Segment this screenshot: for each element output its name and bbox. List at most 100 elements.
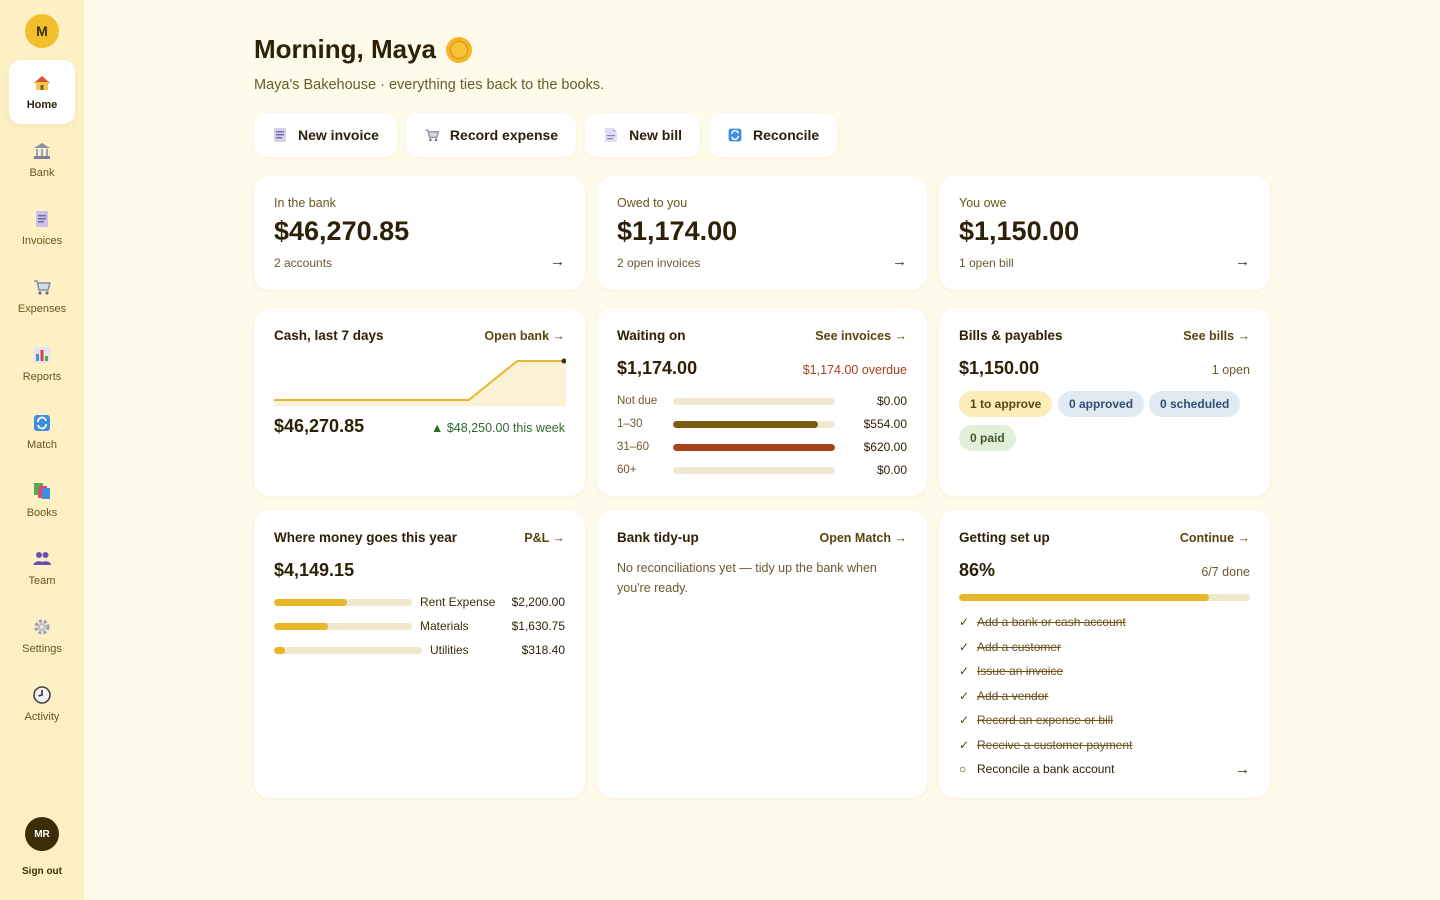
kpi-card-you-owe[interactable]: You owe $1,150.00 1 open bill → — [939, 176, 1270, 290]
books-icon — [32, 481, 52, 501]
kpi-value: $1,174.00 — [617, 216, 738, 246]
pnl-link[interactable]: P&L → — [524, 531, 565, 545]
clock-icon — [32, 685, 52, 705]
waiting-on-card: Waiting on See invoices → $1,174.00 $1,1… — [597, 308, 927, 496]
see-bills-link[interactable]: See bills → — [1183, 329, 1250, 343]
aging-amount: $0.00 — [876, 394, 907, 408]
checklist-item[interactable]: ✓ Add a vendor — [959, 688, 1250, 704]
arrow-right-icon[interactable]: → — [1235, 253, 1250, 270]
sidebar-item-label: Activity — [24, 711, 60, 723]
checklist-label: Add a customer — [977, 639, 1062, 654]
button-label: Reconcile — [753, 127, 820, 143]
spending-bar — [274, 598, 412, 606]
see-invoices-link[interactable]: See invoices → — [815, 329, 907, 343]
bank-tidy-card: Bank tidy-up Open Match → No reconciliat… — [597, 510, 927, 798]
tidy-message: No reconciliations yet — tidy up the ban… — [617, 561, 877, 595]
sign-out-link[interactable]: Sign out — [22, 866, 62, 877]
sidebar-item-team[interactable]: Team — [9, 536, 75, 600]
status-pill[interactable]: 0 paid — [959, 425, 1016, 451]
house-icon — [32, 73, 52, 93]
reconcile-icon — [727, 127, 743, 143]
spending-row: Utilities $318.40 — [274, 643, 565, 657]
button-label: Record expense — [449, 127, 559, 143]
record-expense-button[interactable]: Record expense — [405, 113, 577, 157]
cart-icon — [424, 127, 440, 143]
new-bill-button[interactable]: New bill — [585, 113, 700, 157]
invoice-icon — [32, 209, 52, 229]
brand-logo[interactable]: M — [25, 14, 59, 48]
page-title: Morning, Maya — [254, 34, 473, 65]
aging-row: 31–60 $620.00 — [617, 439, 907, 455]
aging-bar — [673, 420, 835, 428]
checklist-item[interactable]: ✓ Add a bank or cash account — [959, 614, 1250, 630]
avatar[interactable]: MR — [25, 817, 59, 851]
kpi-card-bank[interactable]: In the bank $46,270.85 2 accounts → — [254, 176, 585, 290]
open-bank-link[interactable]: Open bank → — [484, 329, 565, 343]
team-icon — [32, 549, 52, 569]
aging-bar-fill — [673, 420, 818, 428]
sidebar-item-label: Expenses — [17, 303, 67, 315]
card-title: Bank tidy-up — [617, 530, 699, 545]
spending-row: Materials $1,630.75 — [274, 619, 565, 633]
aging-label: 1–30 — [617, 418, 643, 430]
kpi-subtext: 1 open bill — [959, 256, 1014, 270]
sidebar-item-label: Settings — [22, 643, 62, 655]
open-match-link[interactable]: Open Match → — [819, 531, 907, 545]
sidebar-item-expenses[interactable]: Expenses — [9, 264, 75, 328]
sidebar-item-books[interactable]: Books — [9, 468, 75, 532]
sidebar-item-invoices[interactable]: Invoices — [9, 196, 75, 260]
checklist-item[interactable]: ✓ Add a customer — [959, 639, 1250, 655]
sidebar-item-activity[interactable]: Activity — [9, 672, 75, 736]
new-invoice-button[interactable]: New invoice — [254, 113, 397, 157]
kpi-label: You owe — [959, 196, 1007, 210]
button-label: New bill — [629, 127, 682, 143]
sidebar-item-home[interactable]: Home — [9, 60, 75, 124]
card-title: Getting set up — [959, 530, 1050, 545]
overdue-amount: $1,174.00 overdue — [802, 363, 907, 377]
quick-actions: New invoice Record expense New bill Reco… — [254, 113, 838, 157]
arrow-right-icon[interactable]: → — [892, 253, 907, 270]
spending-bar — [274, 646, 422, 654]
sidebar-item-reports[interactable]: Reports — [9, 332, 75, 396]
spending-amount: $318.40 — [521, 643, 565, 657]
page-subtitle: Maya's Bakehouse · everything ties back … — [254, 77, 605, 93]
sidebar: M Home Bank Invoices Expenses Reports Ma — [0, 0, 84, 900]
reconcile-icon — [32, 413, 52, 433]
aging-amount: $0.00 — [876, 463, 907, 477]
sun-icon — [446, 36, 473, 63]
checklist-item[interactable]: ✓ Record an expense or bill — [959, 712, 1250, 728]
aging-bar-fill — [673, 443, 835, 451]
setup-done-count: 6/7 done — [1201, 565, 1250, 579]
checklist-item[interactable]: ✓ Receive a customer payment — [959, 737, 1250, 753]
cash-last-point — [561, 358, 566, 364]
kpi-card-owed-to-you[interactable]: Owed to you $1,174.00 2 open invoices → — [597, 176, 927, 290]
aging-row: 60+ $0.00 — [617, 462, 907, 478]
circle-icon: ○ — [959, 762, 967, 776]
arrow-right-icon[interactable]: → — [550, 253, 565, 270]
status-pill[interactable]: 0 approved — [1058, 391, 1145, 417]
spending-row: Rent Expense $2,200.00 — [274, 595, 565, 609]
checklist-item[interactable]: ✓ Issue an invoice — [959, 663, 1250, 679]
spending-category: Materials — [420, 619, 469, 633]
setup-card: Getting set up Continue → 86% 6/7 done ✓… — [939, 510, 1270, 798]
cash-card: Cash, last 7 days Open bank → $46,270.85… — [254, 308, 585, 496]
reconcile-button[interactable]: Reconcile — [709, 113, 838, 157]
sidebar-item-settings[interactable]: Settings — [9, 604, 75, 668]
sidebar-item-label: Bank — [29, 167, 55, 179]
invoice-icon — [272, 127, 288, 143]
waiting-total: $1,174.00 — [617, 358, 698, 378]
kpi-subtext: 2 accounts — [274, 256, 333, 270]
bills-card: Bills & payables See bills → $1,150.00 1… — [939, 308, 1270, 496]
status-pill[interactable]: 1 to approve — [959, 391, 1053, 417]
arrow-right-icon[interactable]: → — [1235, 760, 1250, 778]
greeting-text: Morning, Maya — [254, 34, 437, 64]
sidebar-item-label: Invoices — [21, 235, 63, 247]
status-pill[interactable]: 0 scheduled — [1149, 391, 1241, 417]
sidebar-item-bank[interactable]: Bank — [9, 128, 75, 192]
spending-bar-fill — [274, 598, 348, 606]
checklist-item[interactable]: ○ Reconcile a bank account → — [959, 760, 1250, 778]
continue-link[interactable]: Continue → — [1179, 531, 1250, 545]
spending-amount: $2,200.00 — [511, 595, 565, 609]
sidebar-item-match[interactable]: Match — [9, 400, 75, 464]
bank-icon — [32, 141, 52, 161]
